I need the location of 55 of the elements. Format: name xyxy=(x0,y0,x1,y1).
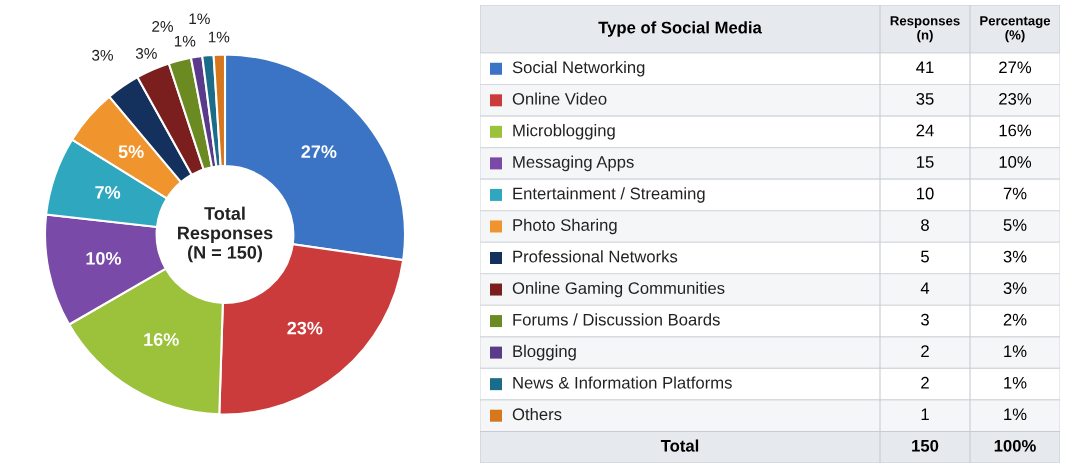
data-label: 23% xyxy=(287,321,323,335)
text: 23% xyxy=(999,92,1032,105)
data-label: 27% xyxy=(301,145,337,158)
data-label: 2 xyxy=(921,376,929,389)
legend-label: Online Gaming Communities xyxy=(512,281,725,298)
data-label: 10% xyxy=(86,252,122,265)
data-label: 1 xyxy=(921,408,929,420)
legend-label: Social Networking xyxy=(512,61,645,77)
legend-label: News & Information Platforms xyxy=(513,376,732,389)
text: Responses (n) xyxy=(890,16,960,43)
legend-label: Forums / Discussion Boards xyxy=(513,313,720,326)
text: 1% xyxy=(1004,408,1027,421)
text: 100% xyxy=(994,439,1036,452)
data-label: 8 xyxy=(921,219,929,231)
text: Percentage (%) xyxy=(980,16,1051,43)
data-label: 15 xyxy=(917,156,934,168)
legend-label: Messaging Apps xyxy=(513,155,634,172)
text: 1% xyxy=(1004,345,1027,358)
data-label: 24 xyxy=(916,124,934,137)
text: 16% xyxy=(999,124,1032,137)
data-label: 3 xyxy=(921,313,929,326)
data-label: 41 xyxy=(916,61,934,74)
data-label: 2 xyxy=(921,345,929,357)
data-label: 1% xyxy=(174,35,196,47)
text: 1% xyxy=(1004,376,1027,389)
data-label: 5 xyxy=(921,250,929,263)
legend-label: Photo Sharing xyxy=(513,218,617,235)
legend-label: Others xyxy=(512,407,562,421)
legend-label: Microblogging xyxy=(513,124,615,140)
legend-label: Online Video xyxy=(512,92,607,105)
data-label: 5% xyxy=(118,145,144,159)
data-label: 2% xyxy=(152,21,173,32)
legend-title: Type of Social Media xyxy=(598,21,762,37)
text: Total Responses (N = 150) xyxy=(178,206,273,263)
data-label: 1% xyxy=(189,13,210,25)
text: 27% xyxy=(999,61,1032,74)
data-label: 4 xyxy=(920,282,930,294)
data-label: 10 xyxy=(917,187,934,200)
data-label: 1% xyxy=(208,31,230,43)
legend-label: Blogging xyxy=(513,344,576,361)
text: 3% xyxy=(1003,282,1027,295)
data-label: 3% xyxy=(135,48,157,59)
legend-label: Professional Networks xyxy=(513,250,678,263)
text: 150 xyxy=(912,439,939,452)
text: 10% xyxy=(999,156,1032,168)
data-label: 35 xyxy=(916,92,934,105)
text: 7% xyxy=(1003,187,1027,200)
text: 3% xyxy=(1003,250,1027,263)
text: 5% xyxy=(1003,219,1027,231)
data-label: 7% xyxy=(95,185,121,199)
legend-label: Entertainment / Streaming xyxy=(513,187,705,203)
text: Total xyxy=(660,439,699,452)
text: 2% xyxy=(1003,313,1027,326)
data-label: 16% xyxy=(144,333,179,346)
data-label: 3% xyxy=(92,49,114,61)
